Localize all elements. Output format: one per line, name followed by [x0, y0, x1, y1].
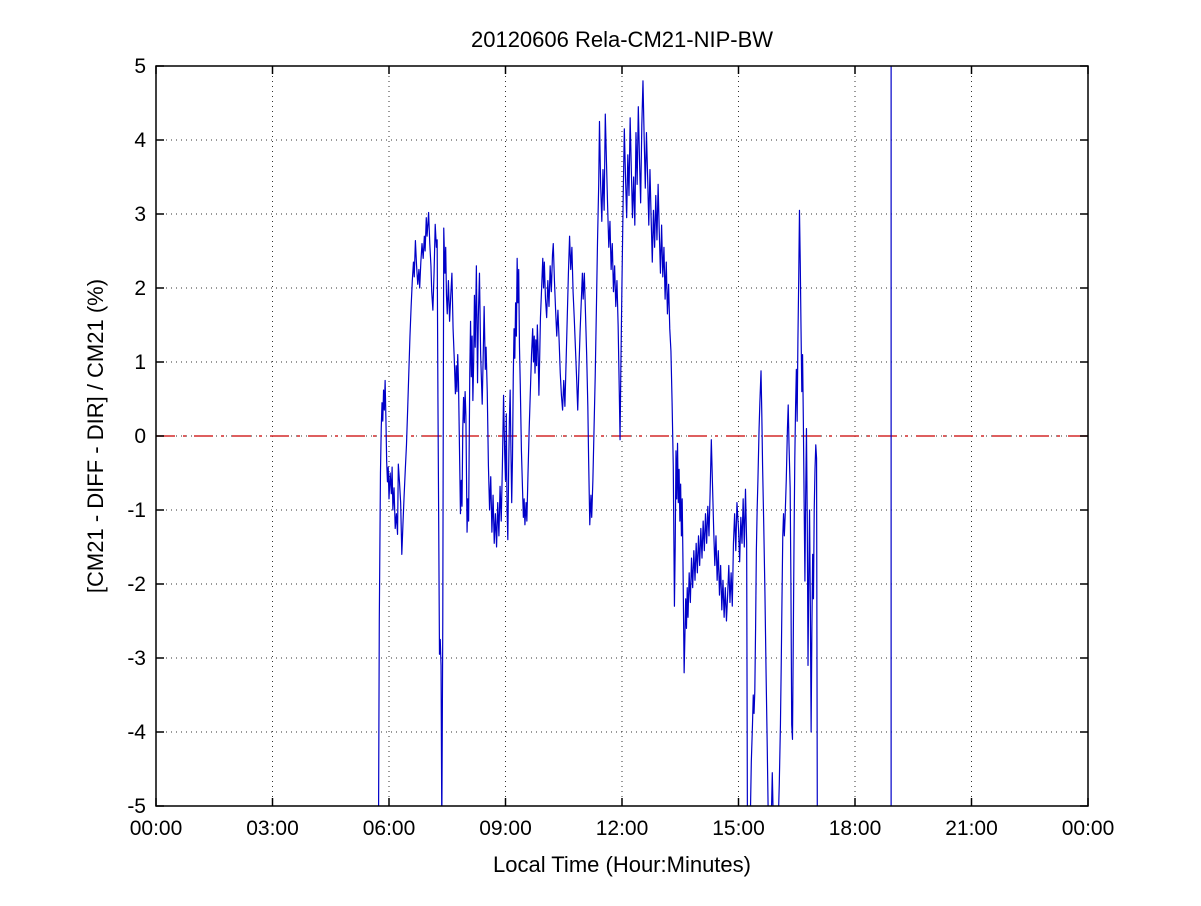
y-tick-label: 2 — [134, 277, 146, 300]
x-tick-label: 00:00 — [1062, 817, 1115, 840]
y-tick-label: 0 — [134, 425, 146, 448]
x-tick-label: 18:00 — [829, 817, 882, 840]
x-tick-label: 03:00 — [246, 817, 299, 840]
chart-title: 20120606 Rela-CM21-NIP-BW — [471, 27, 773, 52]
y-axis-label: [CM21 - DIFF - DIR] / CM21 (%) — [83, 279, 108, 593]
x-tick-label: 21:00 — [945, 817, 998, 840]
x-tick-label: 15:00 — [712, 817, 765, 840]
x-tick-label: 12:00 — [596, 817, 649, 840]
y-tick-label: 1 — [134, 351, 146, 374]
y-tick-label: -3 — [127, 647, 146, 670]
y-tick-label: 4 — [134, 129, 146, 152]
y-tick-label: -4 — [127, 721, 146, 744]
y-tick-label: -5 — [127, 795, 146, 818]
y-tick-label: -2 — [127, 573, 146, 596]
x-tick-label: 00:00 — [130, 817, 183, 840]
x-axis-label: Local Time (Hour:Minutes) — [493, 852, 751, 877]
x-tick-label: 06:00 — [363, 817, 416, 840]
y-tick-label: -1 — [127, 499, 146, 522]
y-tick-label: 3 — [134, 203, 146, 226]
y-tick-label: 5 — [134, 55, 146, 78]
x-tick-label: 09:00 — [479, 817, 532, 840]
data-line-relative-difference-percent — [377, 80, 818, 806]
